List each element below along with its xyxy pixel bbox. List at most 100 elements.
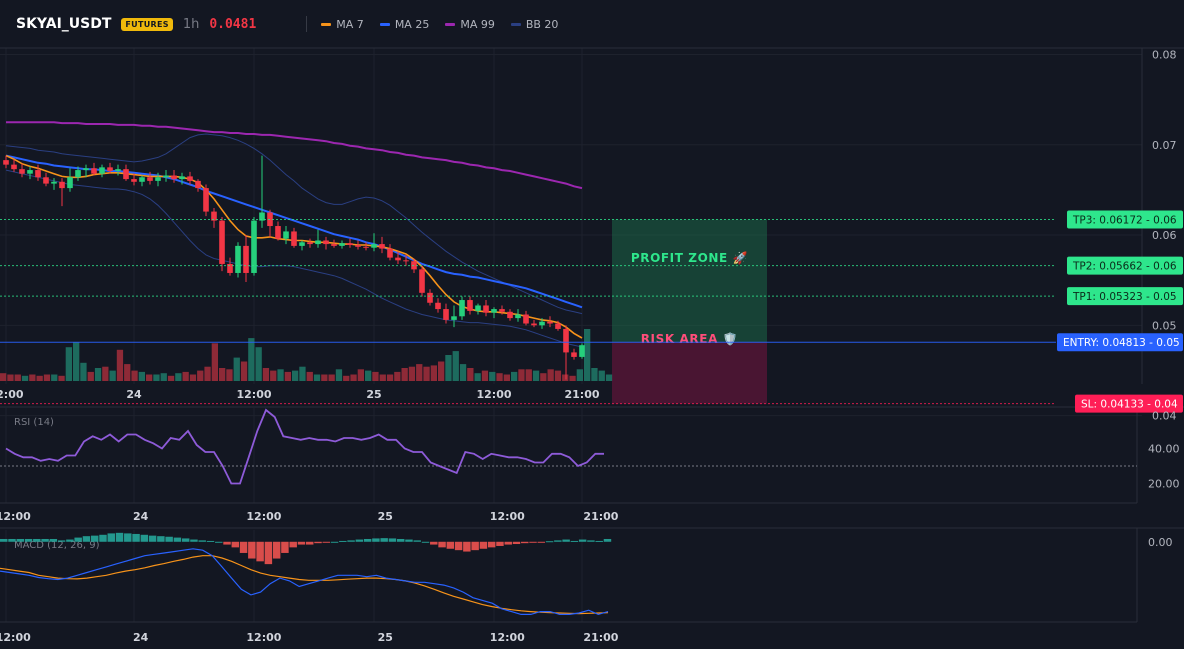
legend-ma99[interactable]: MA 99 xyxy=(445,18,495,31)
candle-body xyxy=(235,245,241,273)
legend-ma7[interactable]: MA 7 xyxy=(321,18,364,31)
legend-ma25[interactable]: MA 25 xyxy=(379,18,429,31)
volume-bar xyxy=(335,369,343,381)
macd-signal-line xyxy=(0,555,609,615)
candle-body xyxy=(443,309,449,320)
candle-body xyxy=(11,164,17,170)
macd-histogram-bar xyxy=(206,540,215,542)
candle-body xyxy=(107,167,113,171)
candle-body xyxy=(467,300,473,311)
macd-histogram-bar xyxy=(388,538,397,542)
time-axis: 12:00 24 12:00 25 12:00 21:00 xyxy=(0,388,600,401)
candle-body xyxy=(211,211,217,221)
volume-bar xyxy=(547,369,554,381)
volume-bar xyxy=(467,368,474,381)
price-tick-label: 0.06 xyxy=(1152,229,1177,242)
legend-ma99-label: MA 99 xyxy=(460,17,495,31)
volume-bar xyxy=(124,364,131,381)
macd-histogram-bar xyxy=(314,541,322,544)
volume-bar xyxy=(43,374,51,381)
macd-histogram-bar xyxy=(132,533,140,542)
legend-bb20[interactable]: BB 20 xyxy=(510,18,558,31)
volume-bar xyxy=(219,368,226,381)
macd-histogram-bar xyxy=(380,538,388,542)
volume-bar xyxy=(562,374,569,381)
macd-histogram-bar xyxy=(289,541,297,548)
candle-body xyxy=(459,300,465,317)
volume-bar xyxy=(423,366,430,381)
candle-body xyxy=(547,321,553,324)
candle-body xyxy=(331,244,337,246)
candle-body xyxy=(347,243,353,245)
macd-histogram-bar xyxy=(173,537,182,542)
macd-time-label: 12:00 xyxy=(490,631,525,644)
sl-label: SL: 0.04133 - 0.04 xyxy=(1081,399,1178,411)
candle-body xyxy=(179,176,185,180)
candle-body xyxy=(115,169,121,171)
volume-bar xyxy=(540,373,547,381)
volume-bar xyxy=(7,374,14,381)
macd-histogram-bar xyxy=(446,541,455,549)
candle-body xyxy=(155,177,161,181)
macd-histogram-bar xyxy=(330,541,339,543)
candle-body xyxy=(427,292,433,303)
macd-histogram-bar xyxy=(90,535,99,542)
timeframe-label[interactable]: 1h xyxy=(182,16,200,32)
tp2-label-box xyxy=(1067,256,1183,275)
time-tick-label: 21:00 xyxy=(564,388,599,401)
volume-bar xyxy=(518,369,525,381)
candle-body xyxy=(99,167,105,174)
macd-histogram-bar xyxy=(396,538,405,542)
candle-body xyxy=(59,181,65,189)
chart-header: SKYAI_USDT FUTURES 1h 0.0481 MA 7 MA 25 … xyxy=(0,0,1184,48)
volume-bar xyxy=(343,375,350,381)
tp1-label: TP1: 0.05323 - 0.05 xyxy=(1072,291,1177,303)
volume-bar xyxy=(386,374,394,381)
macd-histogram-bar xyxy=(306,541,314,545)
macd-histogram-bar xyxy=(41,538,49,542)
macd-histogram-bar xyxy=(438,541,446,548)
volume-bar xyxy=(496,373,503,381)
candle-body xyxy=(123,169,129,180)
volume-bar xyxy=(416,364,423,381)
volume-bar xyxy=(226,369,233,381)
rsi-time-label: 12:00 xyxy=(246,510,281,523)
rsi-line xyxy=(5,408,604,485)
macd-histogram-bar xyxy=(413,540,421,542)
candle-body xyxy=(19,169,25,174)
macd-histogram-bar xyxy=(562,539,570,542)
volume-bar xyxy=(36,375,43,381)
trade-levels: TP3: 0.06172 - 0.06 TP2: 0.05662 - 0.06 TP… xyxy=(0,210,1183,413)
legend-ma25-swatch xyxy=(379,22,390,26)
macd-histogram-bar xyxy=(339,540,347,542)
volume-bar xyxy=(109,370,116,381)
candle-body xyxy=(539,321,545,326)
macd-histogram-bar xyxy=(281,541,289,553)
symbol-label[interactable]: SKYAI_USDT xyxy=(16,16,112,32)
macd-histogram-bar xyxy=(363,538,372,542)
time-tick-label: 24 xyxy=(126,388,142,401)
price-axis: 0.04 0.05 0.06 0.07 0.08 xyxy=(1152,49,1177,423)
candle-body xyxy=(395,257,401,261)
futures-badge: FUTURES xyxy=(121,17,173,31)
candle-body xyxy=(435,302,441,310)
volume-bar xyxy=(321,374,328,381)
volume-bar xyxy=(408,366,416,381)
macd-histogram-bar xyxy=(297,541,306,545)
macd-histogram-bar xyxy=(421,541,430,543)
macd-histogram-bar xyxy=(215,541,223,543)
macd-histogram-bar xyxy=(198,540,206,542)
macd-histogram-bar xyxy=(545,541,554,543)
volume-bar xyxy=(481,370,489,381)
volume-bar xyxy=(116,349,124,381)
macd-histogram-bar xyxy=(264,541,273,565)
tp1-label-box xyxy=(1067,287,1183,306)
volume-bar xyxy=(240,361,248,381)
volume-bar xyxy=(102,366,109,381)
macd-histogram-bar xyxy=(49,538,58,542)
volume-bar xyxy=(14,374,21,381)
macd-histogram-bar xyxy=(496,541,504,546)
risk-zone-label: RISK AREA 🛡️ xyxy=(641,332,739,346)
